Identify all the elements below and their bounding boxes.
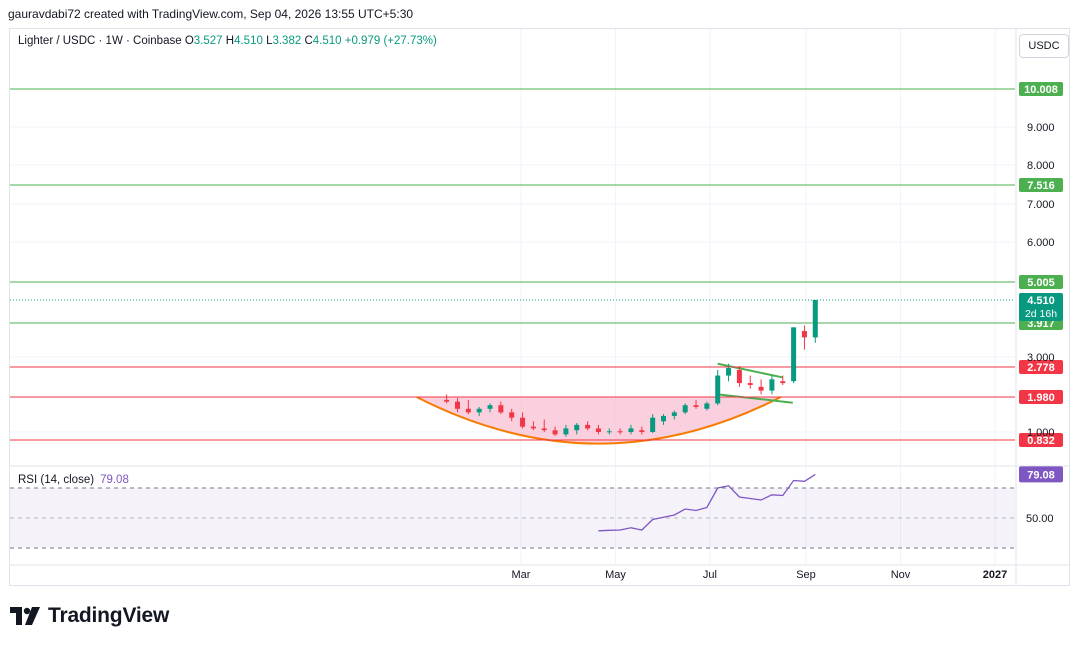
candle-body (650, 417, 656, 432)
price-tick-label: 1.000 (1027, 427, 1055, 439)
flag-lower-line (717, 393, 793, 404)
time-tick-label: 2027 (983, 569, 1007, 581)
rsi-band (10, 488, 1015, 548)
level-price-tag (1019, 82, 1063, 96)
candle-body (780, 381, 786, 384)
grid-lines (10, 29, 1015, 565)
price-tick-label: 3.000 (1027, 352, 1055, 364)
candle-series (444, 300, 818, 437)
countdown-label: 2d 16h (1025, 308, 1057, 320)
price-tick-label: 8.000 (1027, 160, 1055, 172)
candle-body (585, 424, 591, 429)
candle-body (454, 401, 460, 409)
price-tick-label: 6.000 (1027, 237, 1055, 249)
time-tick-label: Jul (703, 569, 717, 581)
candle-body (487, 405, 493, 409)
low-value: 3.382 (272, 35, 302, 47)
level-price-label: 1.980 (1027, 392, 1055, 404)
level-price-tag (1019, 433, 1063, 447)
candle-body (552, 430, 558, 435)
low-label: L (266, 35, 273, 47)
horizontal-levels: 10.0087.5165.0053.9172.7781.9800.8324.51… (10, 82, 1063, 447)
time-axis: Mar May Jul Sep Nov 2027 (10, 564, 1069, 581)
level-price-label: 0.832 (1027, 435, 1055, 447)
candle-body (801, 331, 807, 338)
level-price-tag (1019, 390, 1063, 404)
candle-body (661, 415, 666, 422)
rsi-pane: 50.00 79.08 (10, 465, 1069, 549)
candle-body (715, 375, 721, 404)
level-price-label: 10.008 (1024, 84, 1058, 96)
symbol-legend: Lighter / USDC · 1W · Coinbase O3.527 H4… (18, 35, 437, 47)
candle-body (541, 428, 547, 431)
candle-body (465, 408, 471, 413)
high-value: 4.510 (234, 35, 263, 47)
tradingview-brand: TradingView (48, 604, 170, 627)
attribution-text: gauravdabi72 created with TradingView.co… (8, 7, 414, 21)
price-axis: 9.000 8.000 7.000 6.000 3.000 1.000 (1015, 29, 1055, 585)
candle-body (606, 431, 612, 433)
last-price-label: 4.510 (1027, 295, 1055, 307)
price-tick-label: 7.000 (1027, 199, 1055, 211)
currency-button[interactable]: USDC (1019, 34, 1069, 58)
candle-body (704, 403, 710, 409)
chart-frame[interactable] (9, 28, 1070, 586)
close-label: C (304, 35, 313, 47)
level-price-label: 5.005 (1027, 277, 1055, 289)
candle-body (682, 405, 688, 413)
rsi-label: RSI (14, close) (18, 474, 95, 486)
candle-body (617, 431, 623, 433)
rounding-bottom-curve (416, 396, 782, 445)
rsi-value-tag (1019, 466, 1063, 483)
candle-body (595, 428, 601, 432)
candle-body (639, 430, 645, 432)
candle-body (530, 426, 536, 429)
tradingview-logo-icon (10, 607, 40, 625)
change-value: +0.979 (+27.73%) (344, 35, 437, 47)
last-price-tag (1019, 293, 1063, 321)
level-price-label: 2.778 (1027, 362, 1055, 374)
rsi-level-label: 50.00 (1026, 513, 1054, 525)
candle-body (509, 412, 515, 418)
candle-body (628, 428, 634, 432)
tradingview-logo[interactable]: TradingView (10, 604, 169, 628)
candle-body (671, 412, 677, 416)
level-price-tag (1019, 178, 1063, 192)
candle-body (726, 368, 732, 376)
time-tick-label: Sep (796, 569, 816, 581)
time-tick-label: Nov (891, 569, 911, 581)
high-label: H (225, 35, 235, 47)
candle-body (791, 327, 797, 382)
price-tick-label: 9.000 (1027, 122, 1055, 134)
candle-body (520, 417, 526, 427)
candle-body (812, 300, 818, 338)
candle-body (747, 383, 753, 385)
time-tick-label: Mar (512, 569, 531, 581)
candle-body (574, 424, 580, 431)
candle-body (758, 386, 764, 391)
rsi-line (598, 473, 816, 532)
candle-body (736, 369, 742, 384)
level-price-tag (1019, 360, 1063, 374)
candle-body (769, 379, 775, 391)
symbol-title: Lighter / USDC · 1W · Coinbase (18, 35, 182, 47)
level-price-label: 7.516 (1027, 180, 1055, 192)
rsi-value: 79.08 (100, 474, 129, 486)
time-tick-label: May (605, 569, 626, 581)
candle-body (563, 428, 569, 435)
rsi-value-tag-label: 79.08 (1027, 469, 1055, 481)
candle-body (476, 408, 482, 413)
rsi-legend: RSI (14, close) 79.08 (18, 474, 129, 486)
candle-body (693, 405, 699, 407)
open-label: O (184, 35, 194, 47)
candle-body (498, 405, 504, 413)
chart-drawings (416, 362, 793, 445)
close-value: 4.510 (312, 35, 342, 47)
open-value: 3.527 (193, 35, 223, 47)
candle-body (444, 399, 450, 402)
level-price-tag (1019, 275, 1063, 289)
